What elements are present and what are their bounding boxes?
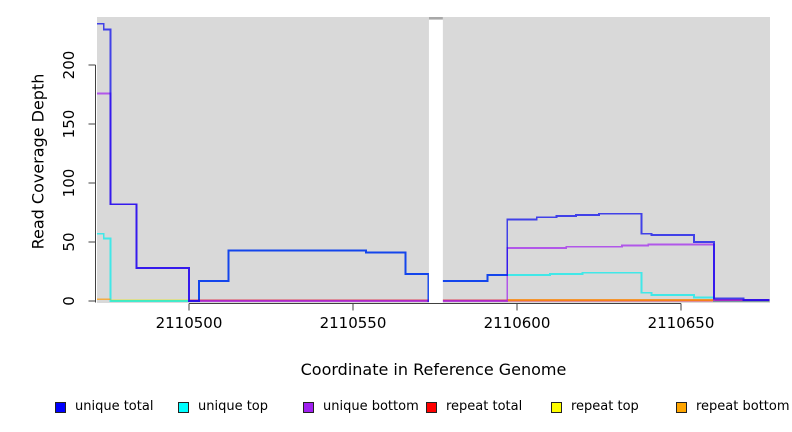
legend-swatch-icon: [676, 401, 687, 413]
x-tick-label: 2110500: [155, 314, 223, 332]
legend-item-unique-top: unique top: [178, 398, 268, 416]
legend-swatch-icon: [178, 401, 189, 413]
legend-label: unique total: [75, 399, 154, 414]
legend-item-repeat-bottom: repeat bottom: [676, 398, 790, 416]
legend-label: unique top: [198, 399, 269, 414]
legend-item-repeat-top: repeat top: [551, 398, 639, 416]
legend-item-repeat-total: repeat total: [426, 398, 522, 416]
x-tick-label: 2110550: [319, 314, 387, 332]
y-tick-label: 0: [60, 296, 78, 306]
no-data-gap-cap: [428, 17, 443, 20]
y-tick-label: 50: [60, 232, 78, 252]
series-line-unique-total: [97, 22, 770, 302]
legend-swatch-icon: [551, 401, 562, 413]
legend-swatch-icon: [426, 401, 437, 413]
legend-swatch-icon: [55, 401, 66, 413]
y-axis-title: Read Coverage Depth: [28, 73, 48, 250]
legend-label: unique bottom: [323, 399, 419, 414]
legend-label: repeat top: [571, 399, 639, 414]
x-tick-label: 2110600: [483, 314, 551, 332]
legend-label: repeat total: [446, 399, 523, 414]
plot-legend: unique total unique top unique bottom repea…: [0, 398, 792, 418]
y-tick-label: 200: [60, 50, 78, 80]
legend-item-unique-total: unique total: [55, 398, 153, 416]
legend-label: repeat bottom: [696, 399, 790, 414]
y-tick-label: 150: [60, 109, 78, 139]
x-axis-title: Coordinate in Reference Genome: [300, 360, 567, 379]
x-tick-label: 2110650: [647, 314, 715, 332]
no-data-gap-band: [428, 17, 443, 303]
legend-swatch-icon: [303, 401, 314, 413]
legend-item-unique-bottom: unique bottom: [303, 398, 419, 416]
y-tick-label: 100: [60, 168, 78, 198]
